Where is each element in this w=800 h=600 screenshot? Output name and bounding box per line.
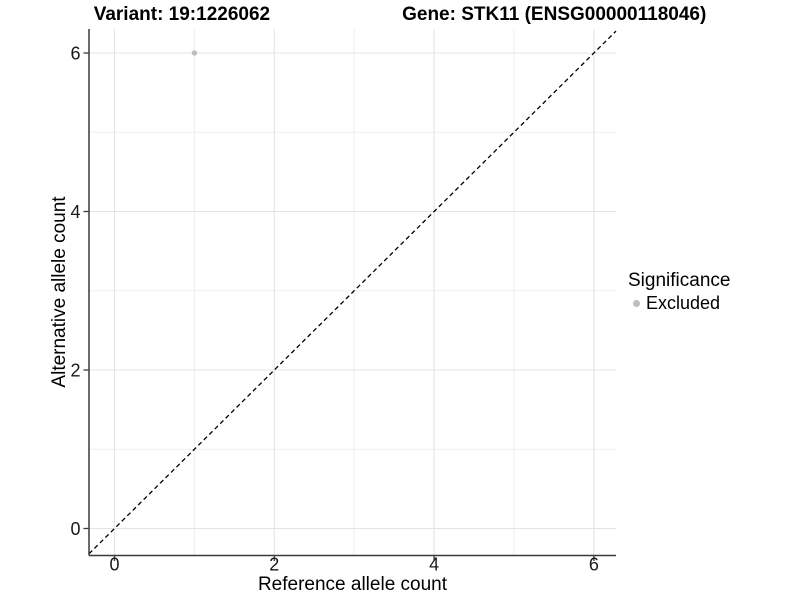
legend-entry-label: Excluded (646, 292, 721, 313)
data-point (191, 50, 198, 56)
y-tick-label: 4 (70, 202, 80, 222)
x-tick-label: 2 (269, 555, 279, 575)
legend-entry-excluded: Excluded (628, 293, 730, 313)
x-tick-label: 6 (589, 555, 599, 575)
y-tick-label: 6 (70, 44, 80, 64)
legend-title: Significance (628, 270, 731, 291)
identity-line (88, 30, 617, 555)
y-tick-label: 0 (70, 519, 80, 539)
legend-key-dot-icon (633, 299, 640, 307)
x-tick-label: 0 (109, 555, 119, 575)
x-tick-label: 4 (429, 555, 439, 575)
plot-title: Variant: 19:1226062 Gene: STK11 (ENSG000… (0, 4, 800, 26)
y-tick-label: 2 (70, 361, 80, 381)
x-axis-title: Reference allele count (257, 574, 448, 595)
plot-title-gene: Gene: STK11 (ENSG00000118046) (402, 4, 707, 25)
legend: Significance Excluded (628, 269, 730, 313)
plot-title-variant: Variant: 19:1226062 (93, 4, 271, 25)
